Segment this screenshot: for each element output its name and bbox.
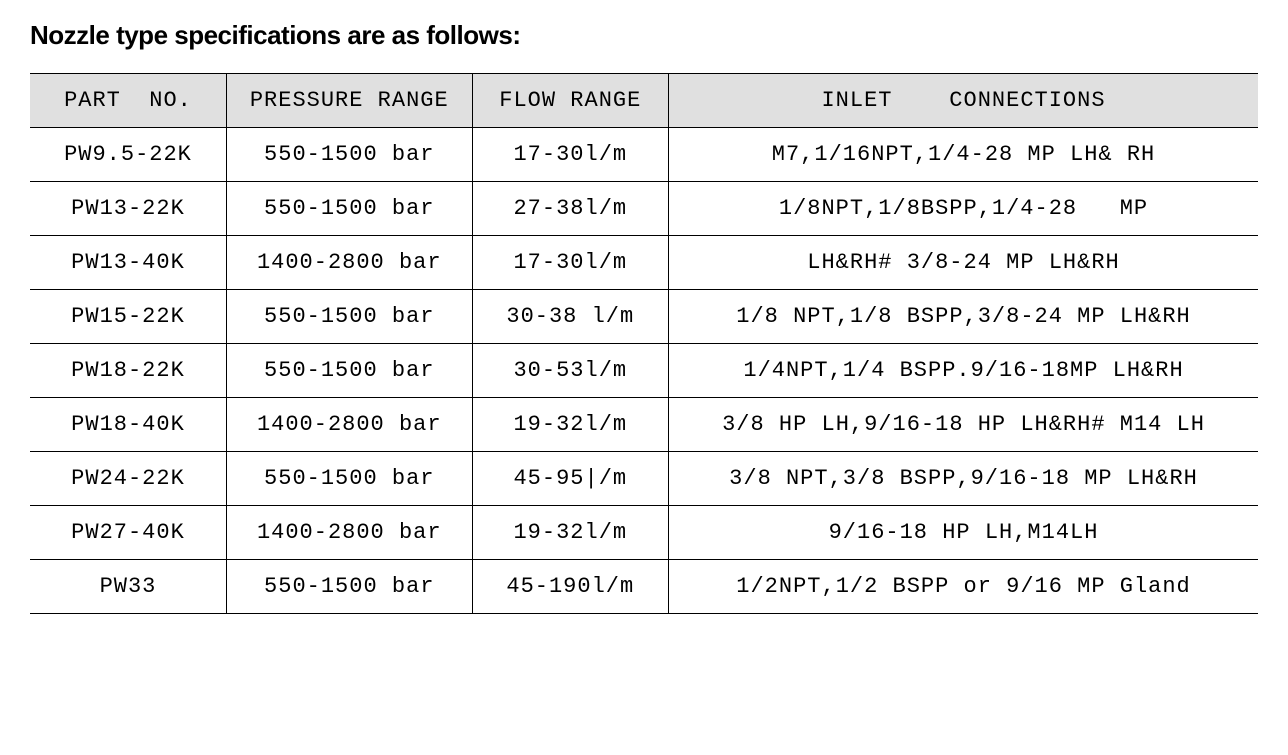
cell-part-no: PW18-40K	[30, 398, 226, 452]
table-row: PW33 550-1500 bar 45-190l/m 1/2NPT,1/2 B…	[30, 560, 1258, 614]
col-header-part-no: PART NO.	[30, 74, 226, 128]
table-row: PW13-22K 550-1500 bar 27-38l/m 1/8NPT,1/…	[30, 182, 1258, 236]
cell-part-no: PW13-22K	[30, 182, 226, 236]
cell-inlet-connections: LH&RH# 3/8-24 MP LH&RH	[669, 236, 1258, 290]
col-header-pressure-range: PRESSURE RANGE	[226, 74, 472, 128]
table-row: PW15-22K 550-1500 bar 30-38 l/m 1/8 NPT,…	[30, 290, 1258, 344]
cell-part-no: PW27-40K	[30, 506, 226, 560]
cell-part-no: PW15-22K	[30, 290, 226, 344]
cell-pressure-range: 550-1500 bar	[226, 344, 472, 398]
cell-flow-range: 30-38 l/m	[472, 290, 668, 344]
cell-flow-range: 19-32l/m	[472, 398, 668, 452]
spec-table: PART NO. PRESSURE RANGE FLOW RANGE INLET…	[30, 73, 1258, 614]
cell-part-no: PW33	[30, 560, 226, 614]
cell-flow-range: 19-32l/m	[472, 506, 668, 560]
cell-part-no: PW18-22K	[30, 344, 226, 398]
page-title: Nozzle type specifications are as follow…	[30, 20, 1258, 51]
cell-flow-range: 17-30l/m	[472, 128, 668, 182]
cell-pressure-range: 550-1500 bar	[226, 560, 472, 614]
cell-flow-range: 45-190l/m	[472, 560, 668, 614]
cell-flow-range: 45-95|/m	[472, 452, 668, 506]
cell-inlet-connections: 9/16-18 HP LH,M14LH	[669, 506, 1258, 560]
cell-pressure-range: 550-1500 bar	[226, 182, 472, 236]
table-row: PW9.5-22K 550-1500 bar 17-30l/m M7,1/16N…	[30, 128, 1258, 182]
cell-inlet-connections: 1/2NPT,1/2 BSPP or 9/16 MP Gland	[669, 560, 1258, 614]
cell-part-no: PW24-22K	[30, 452, 226, 506]
table-row: PW27-40K 1400-2800 bar 19-32l/m 9/16-18 …	[30, 506, 1258, 560]
cell-flow-range: 27-38l/m	[472, 182, 668, 236]
table-row: PW18-40K 1400-2800 bar 19-32l/m 3/8 HP L…	[30, 398, 1258, 452]
cell-flow-range: 17-30l/m	[472, 236, 668, 290]
table-row: PW18-22K 550-1500 bar 30-53l/m 1/4NPT,1/…	[30, 344, 1258, 398]
cell-pressure-range: 550-1500 bar	[226, 452, 472, 506]
col-header-inlet-connections: INLET CONNECTIONS	[669, 74, 1258, 128]
cell-part-no: PW9.5-22K	[30, 128, 226, 182]
col-header-flow-range: FLOW RANGE	[472, 74, 668, 128]
cell-inlet-connections: 1/4NPT,1/4 BSPP.9/16-18MP LH&RH	[669, 344, 1258, 398]
cell-flow-range: 30-53l/m	[472, 344, 668, 398]
cell-pressure-range: 550-1500 bar	[226, 128, 472, 182]
table-row: PW24-22K 550-1500 bar 45-95|/m 3/8 NPT,3…	[30, 452, 1258, 506]
cell-inlet-connections: M7,1/16NPT,1/4-28 MP LH& RH	[669, 128, 1258, 182]
table-header-row: PART NO. PRESSURE RANGE FLOW RANGE INLET…	[30, 74, 1258, 128]
cell-pressure-range: 1400-2800 bar	[226, 398, 472, 452]
table-row: PW13-40K 1400-2800 bar 17-30l/m LH&RH# 3…	[30, 236, 1258, 290]
cell-pressure-range: 1400-2800 bar	[226, 236, 472, 290]
cell-inlet-connections: 3/8 NPT,3/8 BSPP,9/16-18 MP LH&RH	[669, 452, 1258, 506]
cell-inlet-connections: 1/8 NPT,1/8 BSPP,3/8-24 MP LH&RH	[669, 290, 1258, 344]
cell-part-no: PW13-40K	[30, 236, 226, 290]
cell-inlet-connections: 3/8 HP LH,9/16-18 HP LH&RH# M14 LH	[669, 398, 1258, 452]
cell-pressure-range: 1400-2800 bar	[226, 506, 472, 560]
cell-inlet-connections: 1/8NPT,1/8BSPP,1/4-28 MP	[669, 182, 1258, 236]
cell-pressure-range: 550-1500 bar	[226, 290, 472, 344]
